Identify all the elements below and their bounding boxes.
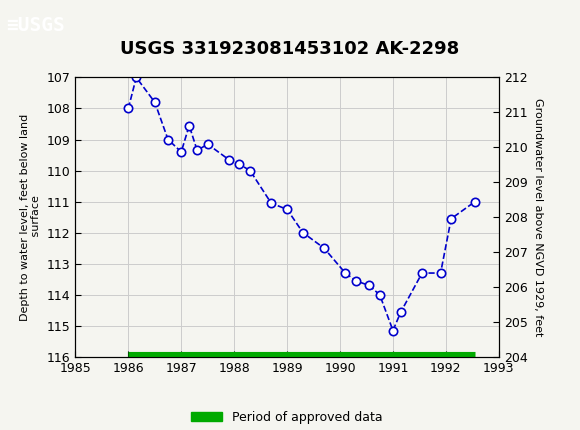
Text: USGS 331923081453102 AK-2298: USGS 331923081453102 AK-2298 bbox=[121, 40, 459, 58]
Legend: Period of approved data: Period of approved data bbox=[186, 406, 388, 429]
Text: ≡USGS: ≡USGS bbox=[6, 16, 64, 35]
Y-axis label: Groundwater level above NGVD 1929, feet: Groundwater level above NGVD 1929, feet bbox=[533, 98, 543, 336]
Y-axis label: Depth to water level, feet below land
 surface: Depth to water level, feet below land su… bbox=[20, 114, 41, 321]
